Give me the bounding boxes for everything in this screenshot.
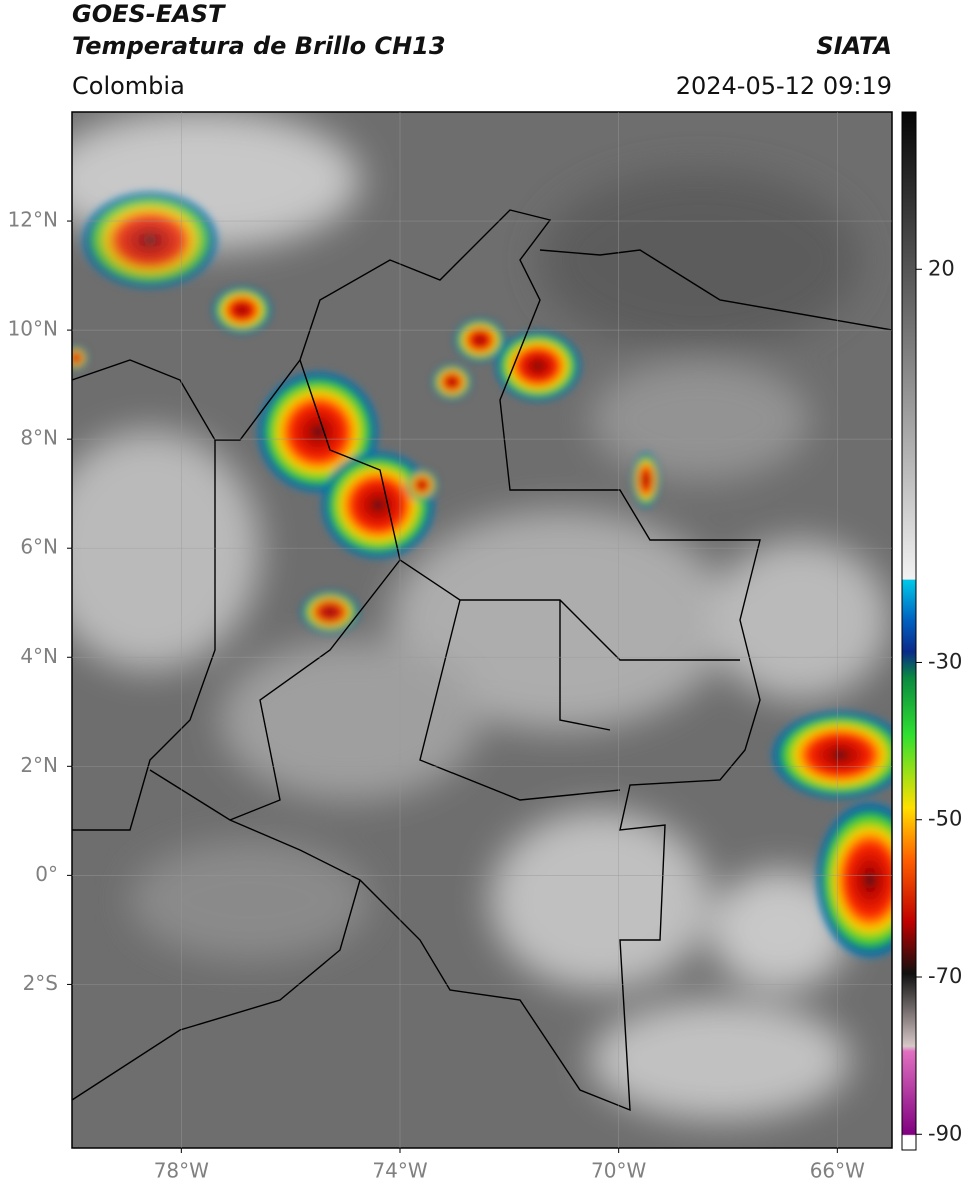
colorbar-tick-label: -90 [928, 1121, 962, 1145]
y-tick-label: 8°N [20, 426, 58, 450]
coastline [72, 879, 361, 1101]
title: GOES-EAST [72, 0, 226, 28]
datetime: 2024-05-12 09:19 [676, 72, 892, 100]
x-tick-label: 78°W [154, 1159, 209, 1183]
x-tick-label: 66°W [810, 1159, 865, 1183]
colorbar-tick-label: -30 [928, 649, 962, 673]
coastline [539, 249, 892, 331]
x-tick-label: 70°W [591, 1159, 646, 1183]
subtitle: Temperatura de Brillo CH13 [72, 32, 446, 60]
x-tick-label: 74°W [372, 1159, 427, 1183]
source: SIATA [816, 32, 892, 60]
coastline [72, 209, 761, 1112]
region: Colombia [72, 72, 185, 100]
y-tick-label: 10°N [8, 317, 58, 341]
colorbar-tick-label: 20 [928, 256, 955, 280]
y-tick-label: 0° [35, 862, 58, 886]
y-tick-label: 2°S [23, 971, 58, 995]
y-tick-label: 4°N [20, 644, 58, 668]
colorbar-tick-label: -70 [928, 964, 962, 988]
admin-border [229, 359, 740, 821]
coastline [72, 359, 216, 441]
map-frame [71, 111, 893, 1149]
y-tick-label: 2°N [20, 753, 58, 777]
y-tick-label: 12°N [8, 208, 58, 232]
colorbar [901, 111, 917, 1151]
y-tick-label: 6°N [20, 535, 58, 559]
map-image [72, 112, 892, 1148]
colorbar-tick-label: -50 [928, 807, 962, 831]
